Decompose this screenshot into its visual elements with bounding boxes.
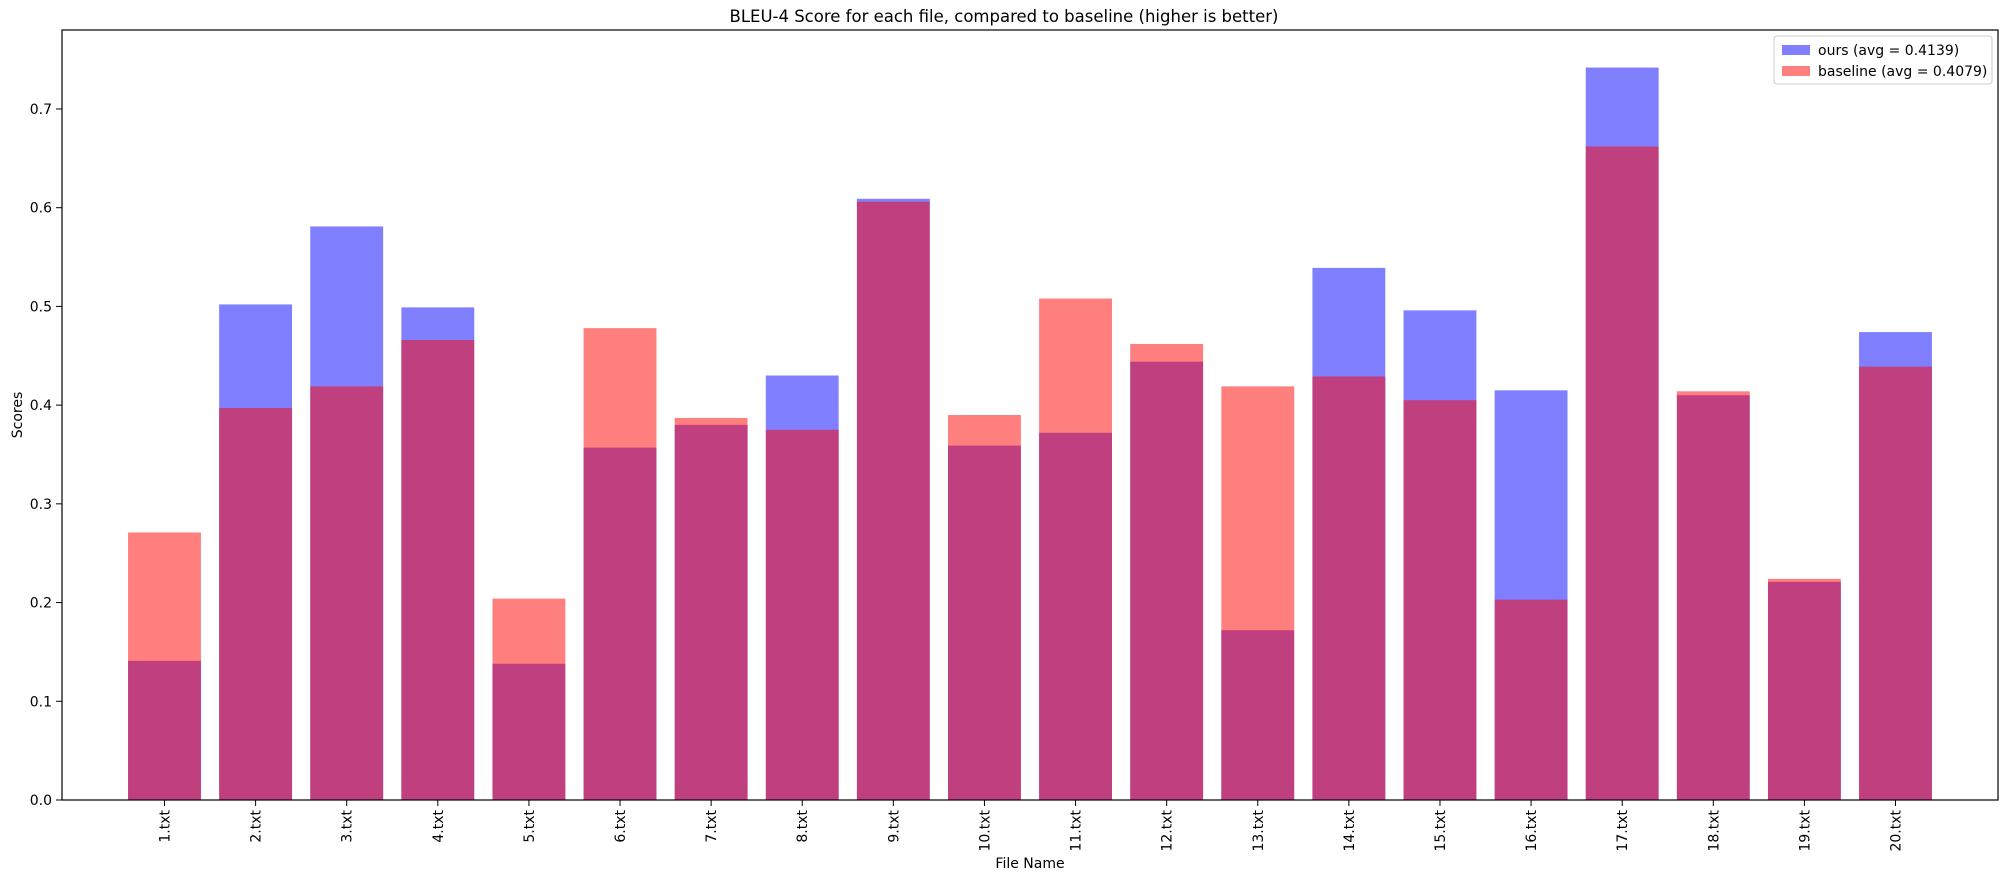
bar-baseline-11 bbox=[1039, 298, 1112, 800]
bar-baseline-19 bbox=[1767, 578, 1841, 800]
y-tick-label: 0.7 bbox=[30, 102, 52, 118]
x-tick-label: 14.txt bbox=[1342, 809, 1358, 851]
legend-label-ours: ours (avg = 0.4139) bbox=[1818, 43, 1959, 59]
bar-baseline-18 bbox=[1676, 391, 1750, 800]
bar-baseline-8 bbox=[765, 429, 839, 800]
x-axis-label: File Name bbox=[995, 856, 1064, 872]
x-tick-label: 16.txt bbox=[1524, 809, 1540, 851]
x-tick-label: 7.txt bbox=[704, 809, 720, 842]
bars-layer bbox=[128, 67, 1932, 801]
bar-baseline-12 bbox=[1130, 343, 1204, 800]
y-tick-label: 0.2 bbox=[30, 596, 52, 612]
bar-baseline-3 bbox=[310, 386, 384, 800]
x-tick-label: 9.txt bbox=[886, 809, 902, 842]
x-tick-label: 20.txt bbox=[1889, 809, 1905, 851]
bar-baseline-10 bbox=[948, 415, 1021, 800]
legend-label-baseline: baseline (avg = 0.4079) bbox=[1818, 64, 1987, 80]
x-tick-label: 11.txt bbox=[1069, 809, 1085, 851]
x-tick-label: 10.txt bbox=[977, 809, 993, 851]
bar-baseline-20 bbox=[1859, 366, 1932, 800]
y-axis-label: Scores bbox=[10, 392, 26, 439]
y-tick-label: 0.3 bbox=[30, 497, 52, 513]
y-axis: 0.0 0.1 0.2 0.3 0.4 0.5 0.6 0.7 bbox=[30, 102, 62, 809]
bar-baseline-5 bbox=[492, 598, 566, 800]
y-tick-label: 0.4 bbox=[30, 398, 52, 414]
bar-baseline-2 bbox=[219, 408, 293, 800]
x-tick-label: 1.txt bbox=[157, 809, 173, 842]
bar-baseline-6 bbox=[583, 328, 657, 800]
bar-baseline-15 bbox=[1403, 400, 1477, 800]
legend-swatch-baseline bbox=[1782, 66, 1810, 76]
y-tick-label: 0.6 bbox=[30, 201, 52, 217]
y-tick-label: 0.5 bbox=[30, 299, 52, 315]
bar-baseline-1 bbox=[128, 532, 201, 800]
bar-baseline-9 bbox=[856, 201, 930, 800]
y-tick-label: 0.0 bbox=[30, 793, 52, 809]
y-tick-label: 0.1 bbox=[30, 694, 52, 710]
plot-frame bbox=[61, 29, 1999, 801]
legend-box bbox=[1773, 35, 1993, 85]
x-tick-label: 8.txt bbox=[795, 809, 811, 842]
legend: ours (avg = 0.4139) baseline (avg = 0.407… bbox=[1773, 35, 1993, 85]
bar-baseline-14 bbox=[1312, 376, 1386, 800]
bar-baseline-7 bbox=[674, 417, 748, 800]
x-axis: 1.txt 2.txt 3.txt 4.txt 5.txt 6.txt 7.txt 8.txt… bbox=[157, 800, 1905, 852]
bar-baseline-4 bbox=[401, 339, 475, 800]
x-tick-label: 15.txt bbox=[1433, 809, 1449, 851]
x-tick-label: 3.txt bbox=[340, 809, 356, 842]
x-tick-label: 5.txt bbox=[522, 809, 538, 842]
chart-title: BLEU-4 Score for each file, compared to … bbox=[730, 7, 1279, 26]
bar-baseline-17 bbox=[1585, 146, 1659, 800]
x-tick-label: 19.txt bbox=[1797, 809, 1813, 851]
x-tick-label: 18.txt bbox=[1706, 809, 1722, 851]
x-tick-label: 12.txt bbox=[1160, 809, 1176, 851]
bar-baseline-16 bbox=[1494, 599, 1568, 800]
x-tick-label: 2.txt bbox=[249, 809, 265, 842]
x-tick-label: 13.txt bbox=[1251, 809, 1267, 851]
x-tick-label: 6.txt bbox=[613, 809, 629, 842]
x-tick-label: 17.txt bbox=[1615, 809, 1631, 851]
x-tick-label: 4.txt bbox=[431, 809, 447, 842]
bar-baseline-13 bbox=[1221, 386, 1295, 800]
legend-swatch-ours bbox=[1782, 45, 1810, 55]
